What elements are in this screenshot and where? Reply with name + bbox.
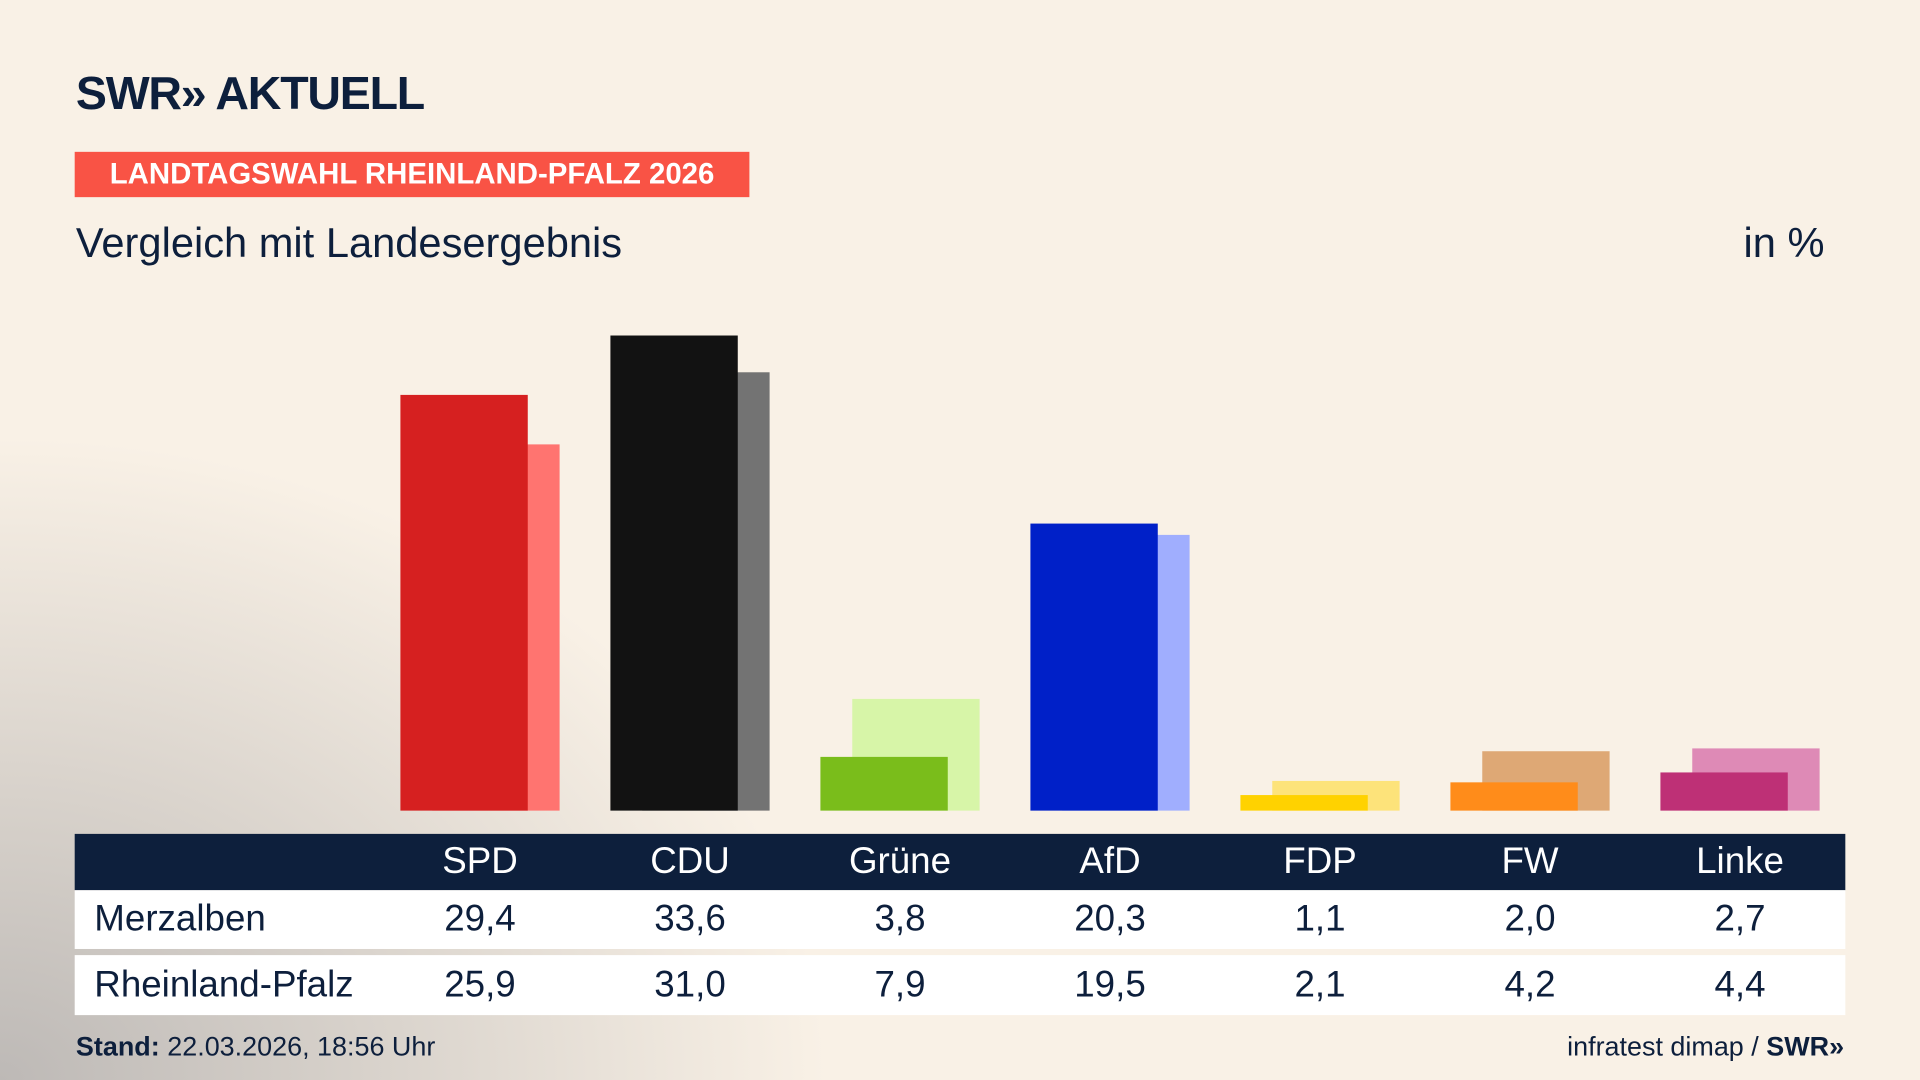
- column-header: FW: [1501, 841, 1559, 882]
- bar-grüne-local: [820, 756, 948, 811]
- stand-label: Stand:: [75, 1031, 160, 1062]
- value-cell: 4,4: [1714, 964, 1766, 1005]
- value-cell: 31,0: [654, 964, 726, 1005]
- chart-subtitle: Vergleich mit Landesergebnis: [75, 220, 623, 267]
- table-row: Rheinland-Pfalz 25,9 31,0 7,9 19,5 2,1 4,2 4,4: [74, 955, 1846, 1016]
- value-cell: 29,4: [444, 898, 516, 940]
- bar-fdp-local: [1240, 795, 1368, 811]
- column-header: AfD: [1079, 841, 1141, 882]
- value-cell: 4,2: [1504, 964, 1556, 1005]
- value-cell: 1,1: [1294, 898, 1346, 940]
- value-cell: 2,0: [1504, 898, 1556, 940]
- swr-aktuell-logo: SWR» AKTUELL: [75, 68, 425, 121]
- unit-label: in %: [1743, 220, 1825, 267]
- value-cell: 2,1: [1294, 964, 1346, 1005]
- bar-cdu-local: [610, 335, 738, 811]
- value-cell: 7,9: [874, 964, 926, 1005]
- value-cell: 19,5: [1074, 964, 1146, 1005]
- stand-value: 22.03.2026, 18:56 Uhr: [167, 1031, 436, 1062]
- source-text: infratest dimap /: [1567, 1031, 1767, 1062]
- column-header: Grüne: [848, 841, 952, 882]
- column-header: Linke: [1696, 841, 1784, 882]
- bar-spd-local: [400, 394, 528, 811]
- row-label: Merzalben: [94, 898, 266, 940]
- value-cell: 25,9: [444, 964, 516, 1005]
- election-badge: LANDTAGSWAHL RHEINLAND-PFALZ 2026: [74, 151, 750, 198]
- table-header: SPD CDU Grüne AfD FDP FW Linke: [74, 833, 1846, 891]
- column-header: FDP: [1283, 841, 1357, 882]
- table-row: Merzalben 29,4 33,6 3,8 20,3 1,1 2,0 2,7: [74, 890, 1846, 949]
- value-cell: 2,7: [1714, 898, 1766, 940]
- bar-afd-local: [1030, 523, 1158, 811]
- column-header: SPD: [442, 841, 518, 882]
- source: infratest dimap / SWR»: [1567, 1031, 1844, 1063]
- value-cell: 3,8: [874, 898, 926, 940]
- value-cell: 33,6: [654, 898, 726, 940]
- bar-linke-local: [1660, 772, 1788, 811]
- timestamp: Stand: 22.03.2026, 18:56 Uhr: [76, 1031, 435, 1063]
- value-cell: 20,3: [1074, 898, 1146, 940]
- swr-small-logo: SWR»: [1766, 1031, 1845, 1062]
- bar-fw-local: [1450, 782, 1578, 811]
- row-label: Rheinland-Pfalz: [94, 964, 354, 1005]
- column-header: CDU: [650, 841, 730, 882]
